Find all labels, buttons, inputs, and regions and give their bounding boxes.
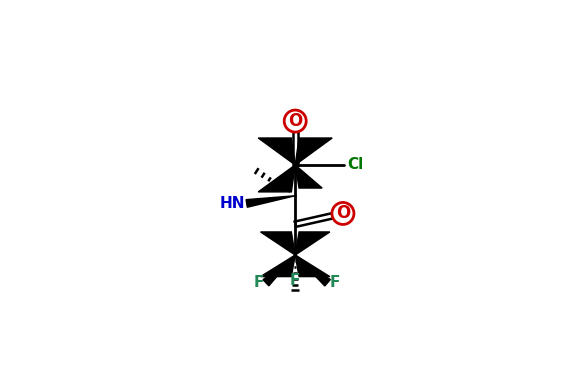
Polygon shape <box>295 232 330 255</box>
Polygon shape <box>295 165 322 188</box>
Text: F: F <box>290 273 301 288</box>
Polygon shape <box>295 255 330 277</box>
Polygon shape <box>246 196 295 207</box>
Text: O: O <box>336 204 350 222</box>
Polygon shape <box>263 255 295 286</box>
Polygon shape <box>260 232 295 255</box>
Polygon shape <box>260 255 295 277</box>
Text: HN: HN <box>219 196 245 211</box>
Polygon shape <box>258 165 295 192</box>
Polygon shape <box>295 255 330 286</box>
Text: F: F <box>253 275 264 290</box>
Text: F: F <box>330 275 340 290</box>
Polygon shape <box>258 138 295 165</box>
Text: O: O <box>288 112 302 130</box>
Polygon shape <box>295 138 332 165</box>
Text: Cl: Cl <box>347 157 363 173</box>
